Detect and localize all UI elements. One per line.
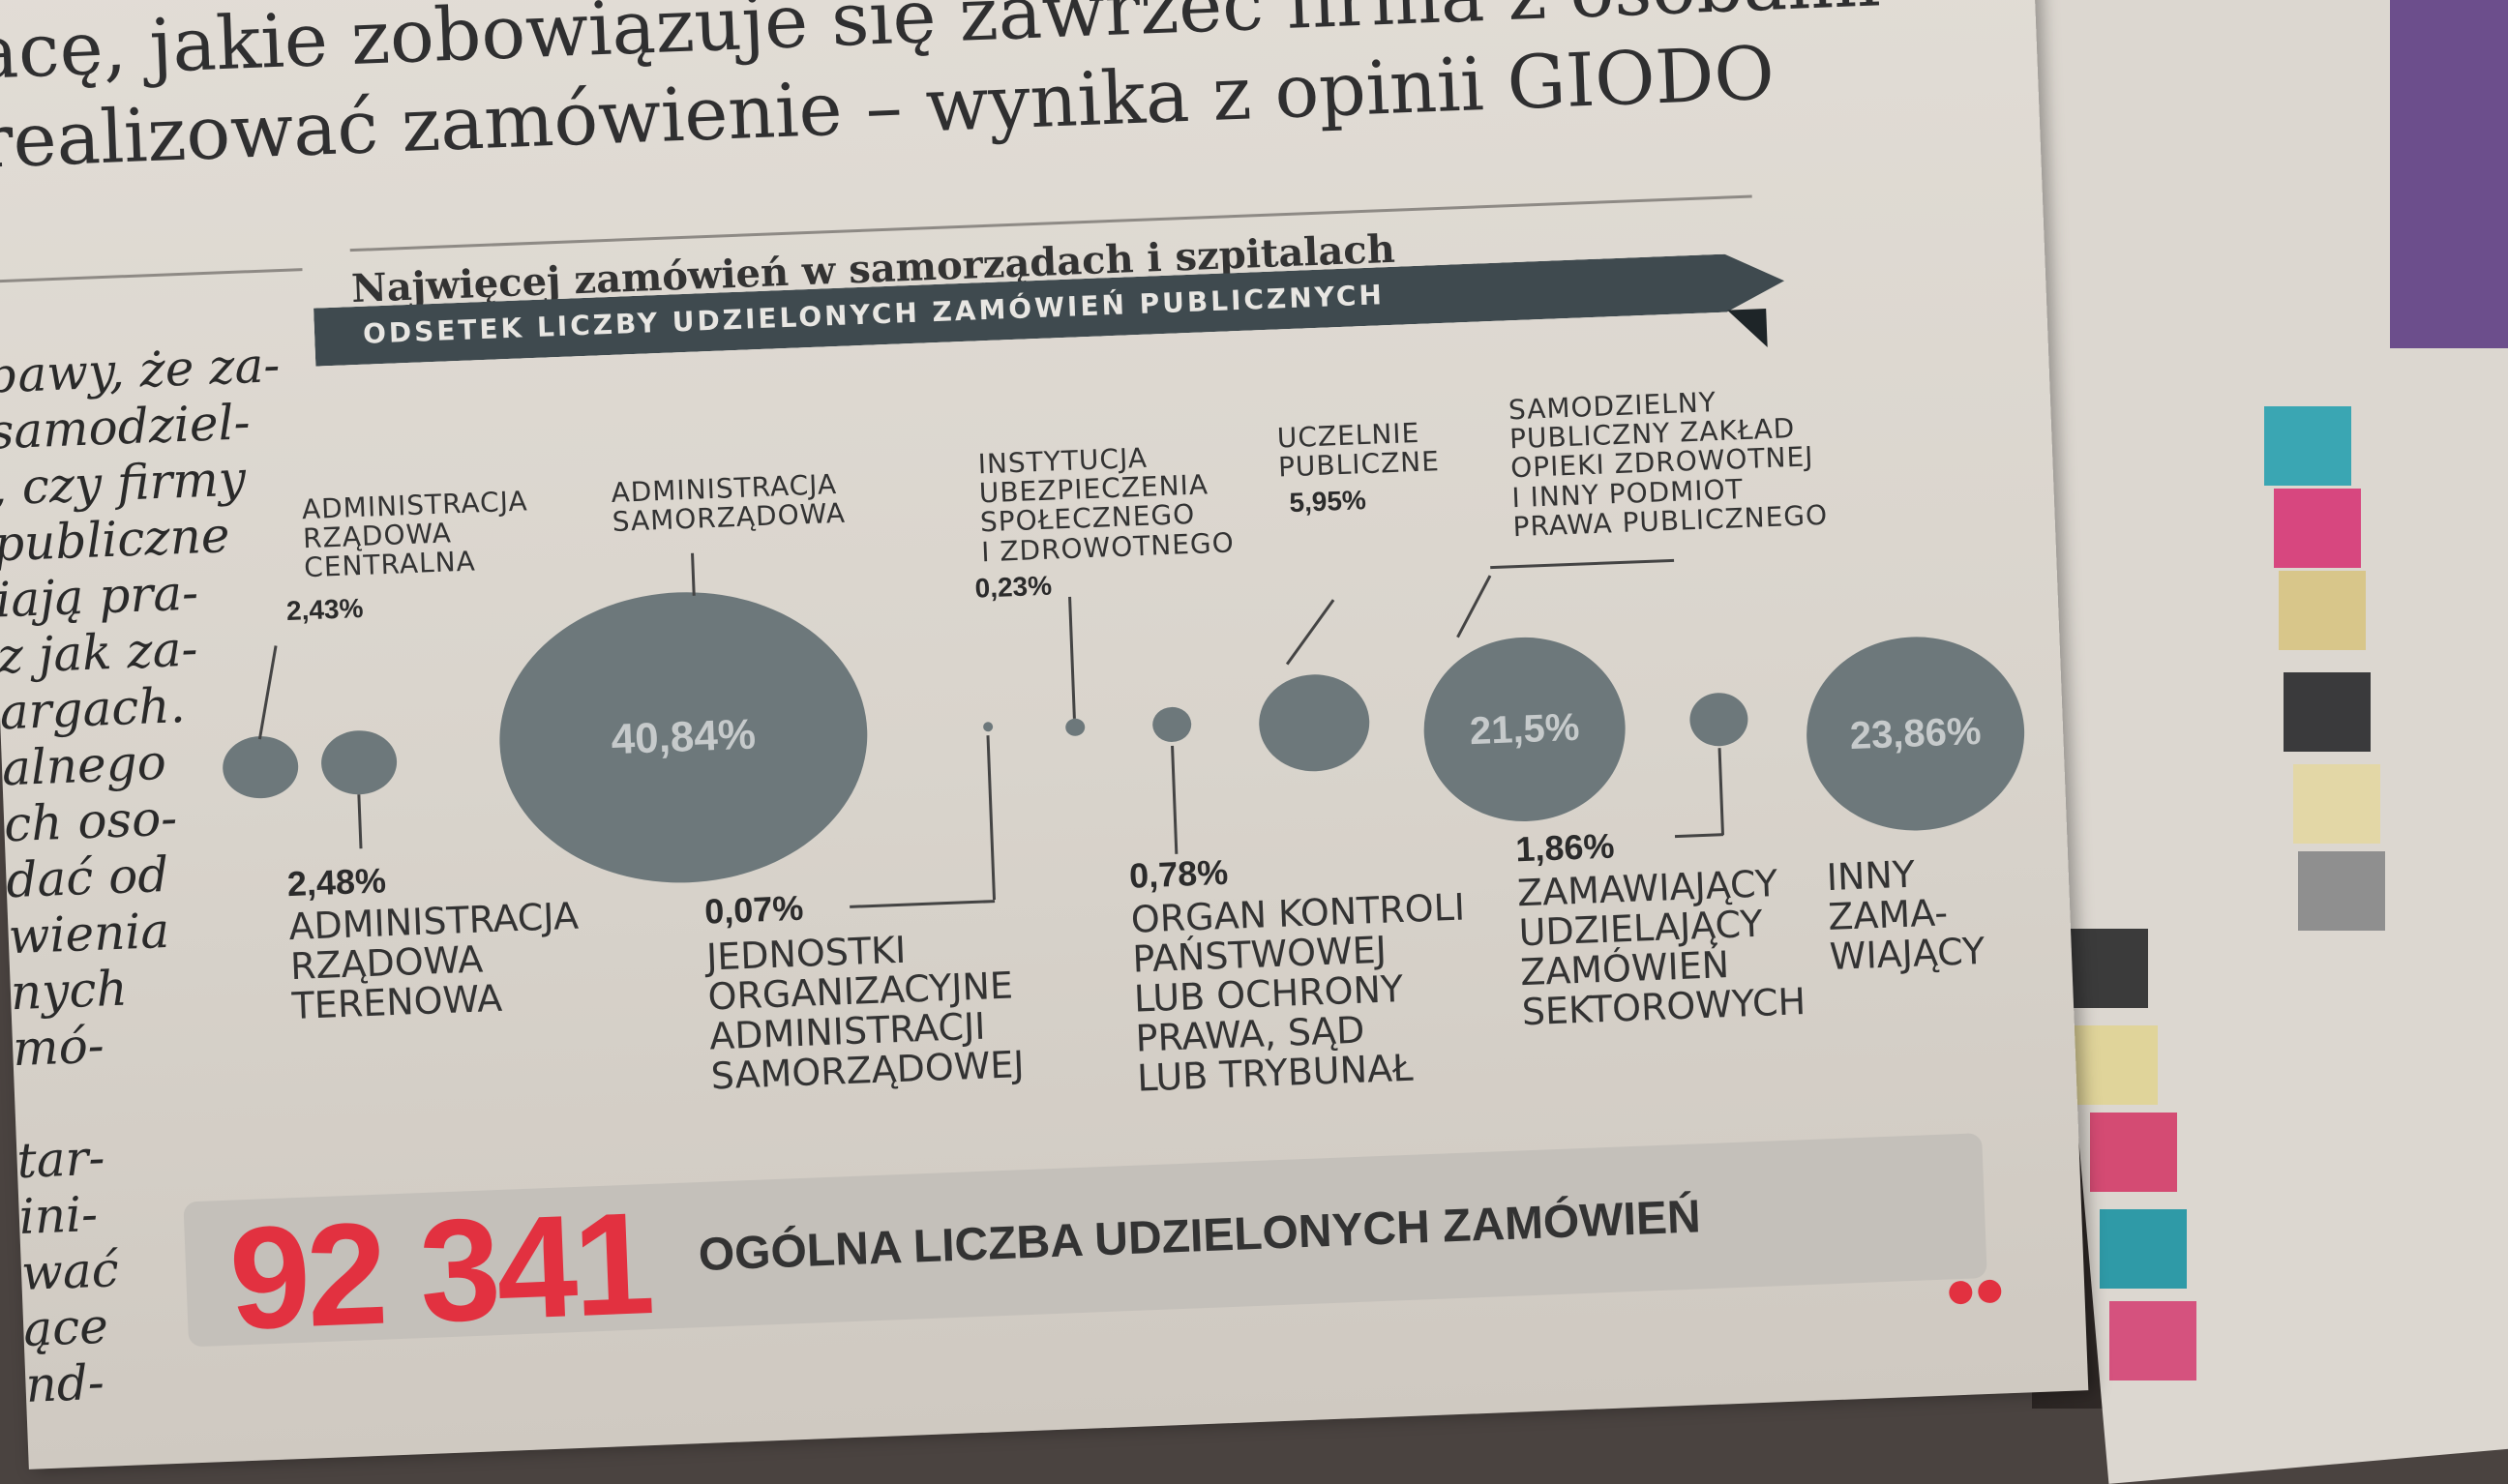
label-line: I ZDROWOTNEGO: [980, 526, 1236, 569]
total-number: 92 341: [226, 1181, 654, 1360]
article-body-line: samodziel-: [0, 394, 252, 460]
article-body-line: tar-: [15, 1129, 106, 1190]
color-strip-cyan-2: [2100, 1209, 2187, 1289]
article-body-line: dać od: [5, 846, 170, 909]
color-strip-yellow-3: [2071, 1025, 2158, 1105]
leader-line: [1171, 745, 1179, 854]
article-body-line: ch oso-: [3, 789, 179, 853]
color-strip-black: [2284, 672, 2371, 752]
color-strip-magenta-2: [2090, 1113, 2177, 1192]
pct-uczelnie: 5,95%: [1288, 485, 1367, 519]
label-sektor: ZAMAWIAJĄCY UDZIELAJĄCY ZAMÓWIEŃ SEKTORO…: [1516, 862, 1806, 1034]
pct-organ: 0,78%: [1128, 851, 1229, 896]
leader-line: [257, 645, 278, 740]
leader-line: [850, 900, 996, 908]
pct-admin-central: 2,43%: [285, 592, 364, 626]
article-body-line: alnego: [0, 733, 167, 797]
label-line: SAMORZĄDOWEJ: [709, 1043, 1026, 1098]
pct-instytucja: 0,23%: [974, 570, 1053, 604]
label-admin-central: ADMINISTRACJA RZĄDOWA CENTRALNA: [301, 485, 530, 584]
article-body-line: iają pra-: [0, 564, 199, 629]
banner-fold: [1727, 309, 1768, 349]
label-line: CENTRALNA: [303, 545, 477, 584]
label-line: INNY: [1825, 852, 1916, 900]
bubble-value: 21,5%: [1469, 705, 1581, 753]
bubble-inny: 23,86%: [1803, 633, 2028, 835]
column-rule: [0, 268, 303, 283]
label-line: TERENOWA: [290, 976, 503, 1028]
label-organ: ORGAN KONTROLI PAŃSTWOWEJ LUB OCHRONY PR…: [1130, 885, 1472, 1099]
color-strip-black-2: [2061, 929, 2148, 1008]
leader-line: [1285, 599, 1335, 666]
article-body-line: ini-: [17, 1185, 100, 1246]
footer-logo-icon: [1948, 1279, 2008, 1305]
color-strip-yellow-2: [2293, 764, 2380, 844]
pct-admin-terenowa: 2,48%: [286, 860, 387, 905]
article-body-line: wać: [19, 1241, 120, 1301]
label-jednostki: JEDNOSTKI ORGANIZACYJNE ADMINISTRACJI SA…: [705, 926, 1026, 1098]
article-body-line: mó-: [12, 1017, 105, 1078]
bubble-admin-samorzad: 40,84%: [493, 585, 873, 890]
bubble-value: 40,84%: [610, 710, 757, 764]
leader-line: [1674, 833, 1724, 839]
label-instytucja: INSTYTUCJA UBEZPIECZENIA SPOŁECZNEGO I Z…: [977, 440, 1236, 569]
bubble-spzoz: 21,5%: [1420, 634, 1629, 825]
label-line: WIAJĄCY: [1829, 929, 1986, 979]
pct-jednostki: 0,07%: [703, 887, 805, 932]
bubble-uczelnie: [1257, 672, 1372, 774]
article-body-line: publiczne: [0, 507, 231, 573]
color-strip-yellow: [2279, 571, 2366, 650]
label-uczelnie: UCZELNIE PUBLICZNE: [1276, 417, 1441, 484]
color-strip-magenta: [2274, 489, 2361, 568]
article-body-line: , czy firmy: [0, 450, 248, 517]
article-body-line: argach.: [0, 677, 187, 741]
label-line: SAMORZĄDOWA: [612, 496, 847, 539]
color-strip-cyan: [2264, 406, 2351, 486]
pct-sektor: 1,86%: [1514, 825, 1616, 870]
bubble-admin-central: [222, 734, 300, 800]
bubble-instytucja: [1064, 718, 1086, 737]
bubble-admin-terenowa: [319, 728, 399, 796]
label-inny: INNY ZAMA- WIAJĄCY: [1825, 852, 1986, 979]
label-line: PUBLICZNE: [1277, 445, 1441, 484]
newspaper-page: acę, jakie zobowiązuje się zawrzeć firma…: [0, 0, 2089, 1469]
leader-line: [1456, 575, 1492, 638]
article-body-line: nd-: [24, 1353, 105, 1413]
bubble-organ: [1151, 706, 1192, 743]
bubble-sektor: [1688, 692, 1749, 748]
color-strip-magenta-3: [2109, 1301, 2196, 1380]
label-admin-samorzad: ADMINISTRACJA SAMORZĄDOWA: [611, 468, 847, 539]
leader-line: [1717, 748, 1725, 836]
color-strip-grey: [2298, 851, 2385, 931]
leader-line: [1490, 558, 1675, 570]
purple-object: [2390, 0, 2508, 348]
bubble-jednostki: [982, 722, 994, 732]
leader-line: [986, 735, 997, 901]
label-line: SEKTOROWYCH: [1521, 980, 1806, 1034]
label-admin-terenowa: ADMINISTRACJA RZĄDOWA TERENOWA: [288, 895, 582, 1028]
article-body-line: z jak za-: [0, 620, 199, 685]
article-body-line: ące: [22, 1297, 109, 1357]
leader-line: [1068, 596, 1076, 719]
article-body-line: nych: [9, 960, 129, 1022]
article-body-line: wienia: [7, 902, 171, 965]
leader-line: [691, 552, 696, 596]
label-spzoz: SAMODZIELNY PUBLICZNY ZAKŁAD OPIEKI ZDRO…: [1508, 384, 1828, 543]
bubble-value: 23,86%: [1848, 709, 1983, 757]
leader-line: [357, 794, 363, 849]
